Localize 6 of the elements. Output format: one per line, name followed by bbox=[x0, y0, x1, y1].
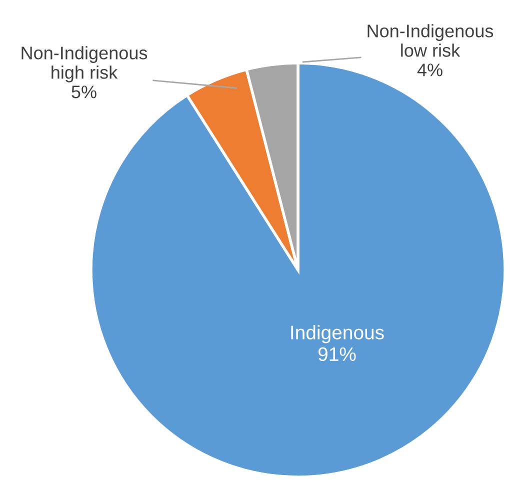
data-label: 91% bbox=[318, 347, 356, 362]
data-label: 5% bbox=[72, 86, 96, 98]
data-label: 4% bbox=[417, 64, 442, 76]
slice-label: Non-Indigenous low risk bbox=[368, 24, 494, 57]
slice-label: Indigenous bbox=[291, 325, 384, 344]
slice-label: Non-Indigenous high risk bbox=[22, 46, 148, 82]
